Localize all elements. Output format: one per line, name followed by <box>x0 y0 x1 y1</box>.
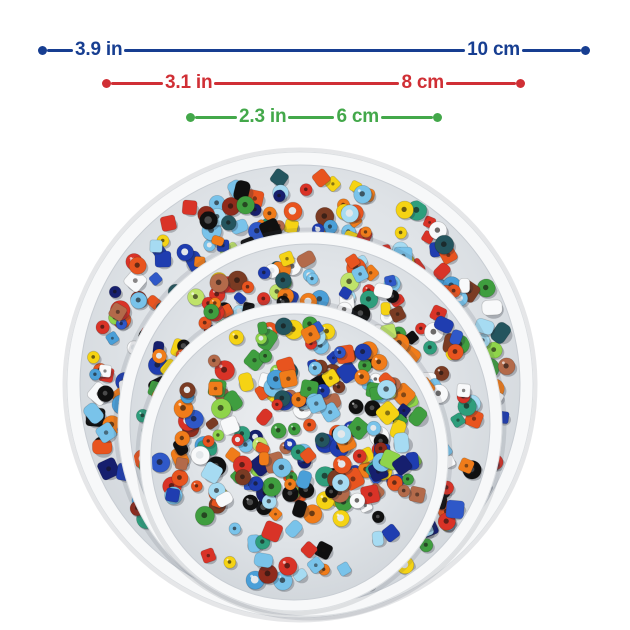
ruler-line-segment <box>381 115 433 119</box>
ruler-endpoint-dot-right <box>581 45 590 55</box>
ruler-line-segment <box>446 81 516 85</box>
ruler-label-inches: 3.1 in <box>165 71 213 93</box>
ruler-endpoint-dot-right <box>516 78 525 88</box>
ruler-label-cm: 6 cm <box>336 105 379 127</box>
ruler-endpoint-dot-left <box>38 45 47 55</box>
ruler-label-inches: 2.3 in <box>239 105 287 127</box>
ruler-endpoint-dot-right <box>433 112 442 122</box>
ruler-line-segment <box>47 48 73 52</box>
ruler-line-segment <box>111 81 163 85</box>
ruler-endpoint-dot-left <box>186 112 195 122</box>
tray-small <box>135 298 453 616</box>
ruler-line-segment <box>195 115 237 119</box>
ruler-line-segment <box>214 81 400 85</box>
ruler-label-cm: 8 cm <box>401 71 444 93</box>
ruler-line-segment <box>288 115 335 119</box>
ruler-8cm: 3.1 in 8 cm <box>102 71 525 95</box>
ruler-10cm: 3.9 in 10 cm <box>38 38 590 62</box>
ruler-line-segment <box>124 48 466 52</box>
ruler-label-inches: 3.9 in <box>75 38 123 60</box>
ruler-line-segment <box>522 48 581 52</box>
ruler-label-cm: 10 cm <box>467 38 520 60</box>
ruler-endpoint-dot-left <box>102 78 111 88</box>
ruler-6cm: 2.3 in 6 cm <box>186 105 442 129</box>
